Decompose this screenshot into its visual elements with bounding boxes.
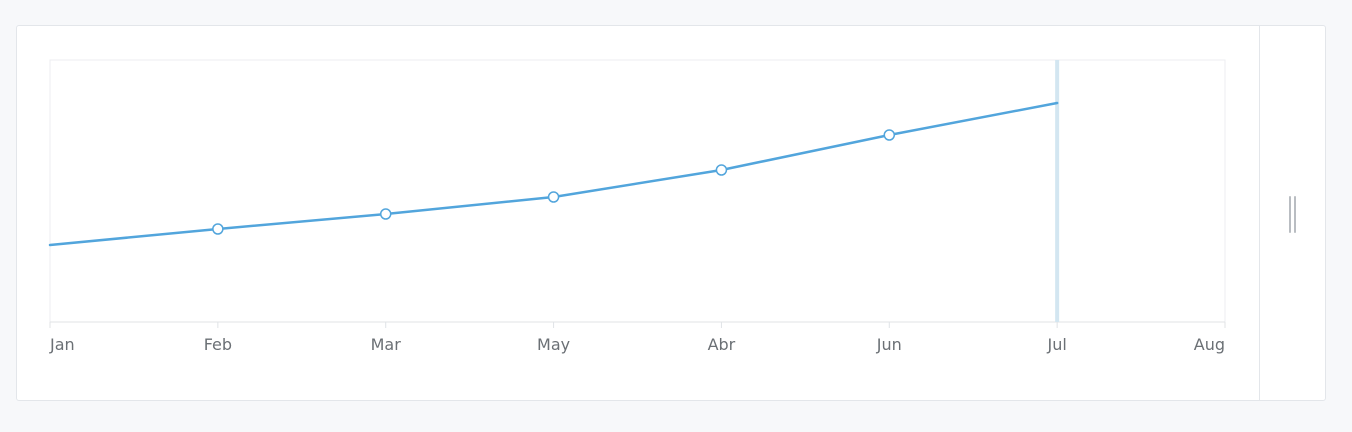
x-tick-label: Mar <box>371 335 402 354</box>
data-point[interactable] <box>212 223 224 235</box>
grip-line-left <box>1289 196 1291 233</box>
panel-divider <box>1259 26 1260 400</box>
data-point[interactable] <box>715 164 728 176</box>
data-point[interactable] <box>883 129 896 141</box>
data-point[interactable] <box>547 191 560 203</box>
vertical-grip-icon[interactable] <box>1286 196 1300 234</box>
x-tick-label: Aug <box>1194 335 1225 354</box>
plot-area <box>49 59 1226 323</box>
x-tick-label: Jun <box>876 335 902 354</box>
x-tick-label: May <box>537 335 570 354</box>
x-tick-label: Jul <box>1046 335 1066 354</box>
x-tick-label: Jan <box>49 335 75 354</box>
data-point[interactable] <box>379 208 392 220</box>
grip-line-right <box>1294 196 1296 233</box>
x-tick-label: Abr <box>708 335 736 354</box>
x-tick-label: Feb <box>204 335 232 354</box>
